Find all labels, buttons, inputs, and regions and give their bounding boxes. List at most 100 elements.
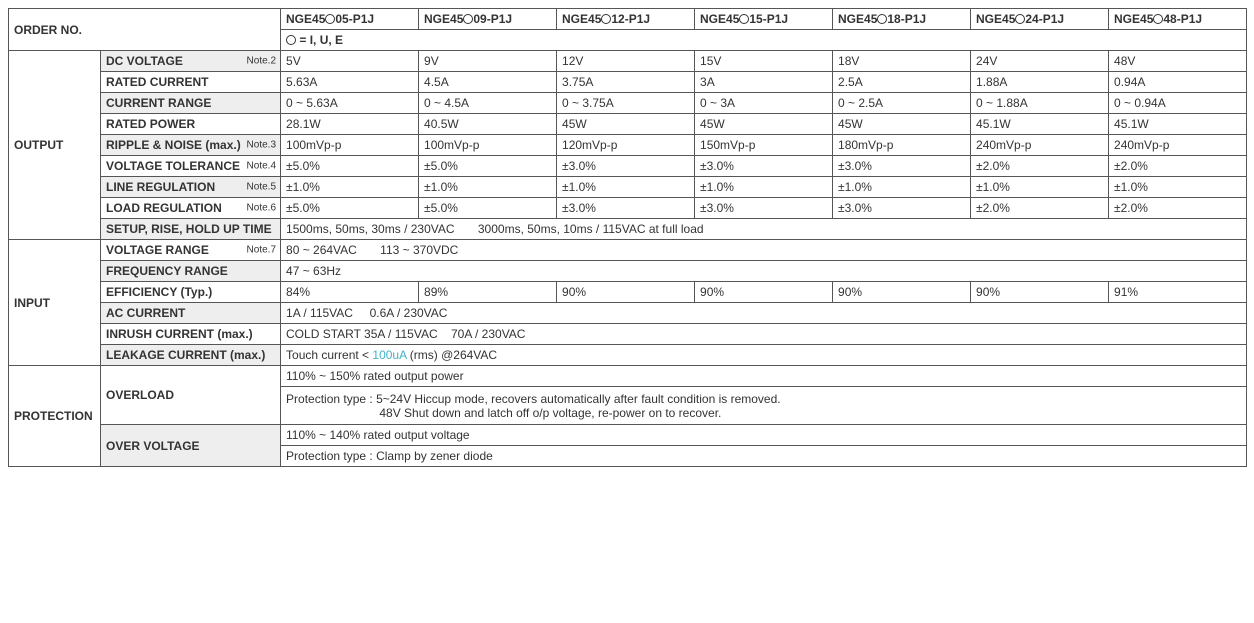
param-label: SETUP, RISE, HOLD UP TIME (106, 222, 272, 236)
cell: 180mVp-p (833, 135, 971, 156)
model-suffix-4: 18-P1J (887, 12, 926, 26)
cell-full: Protection type : 5~24V Hiccup mode, rec… (281, 387, 1247, 425)
param-load-regulation: LOAD REGULATIONNote.6 (101, 198, 281, 219)
row-frequency-range: FREQUENCY RANGE 47 ~ 63Hz (9, 261, 1247, 282)
param-frequency-range: FREQUENCY RANGE (101, 261, 281, 282)
param-efficiency: EFFICIENCY (Typ.) (101, 282, 281, 303)
model-col-0: NGE4505-P1J (281, 9, 419, 30)
model-col-6: NGE45 48-P1J (1109, 9, 1247, 30)
param-voltage-tolerance: VOLTAGE TOLERANCENote.4 (101, 156, 281, 177)
cell: 45.1W (971, 114, 1109, 135)
model-prefix-3: NGE45 (700, 12, 739, 26)
row-overvoltage-1: OVER VOLTAGE 110% ~ 140% rated output vo… (9, 425, 1247, 446)
param-line-regulation: LINE REGULATIONNote.5 (101, 177, 281, 198)
cell: ±2.0% (971, 198, 1109, 219)
param-note: Note.5 (247, 182, 276, 193)
row-rated-power: RATED POWER 28.1W 40.5W 45W 45W 45W 45.1… (9, 114, 1247, 135)
param-note: Note.7 (247, 245, 276, 256)
param-inrush-current: INRUSH CURRENT (max.) (101, 324, 281, 345)
cell: 18V (833, 51, 971, 72)
circle-icon (286, 35, 296, 45)
cell: 150mVp-p (695, 135, 833, 156)
cell: 89% (419, 282, 557, 303)
model-prefix-6: NGE45 (1114, 12, 1153, 26)
model-col-4: NGE45 18-P1J (833, 9, 971, 30)
param-rated-current: RATED CURRENT (101, 72, 281, 93)
param-label: RATED POWER (106, 117, 195, 131)
cell: ±2.0% (971, 156, 1109, 177)
cell: 5V (281, 51, 419, 72)
cell: 0 ~ 2.5A (833, 93, 971, 114)
row-line-regulation: LINE REGULATIONNote.5 ±1.0% ±1.0% ±1.0% … (9, 177, 1247, 198)
param-ac-current: AC CURRENT (101, 303, 281, 324)
cat-output: OUTPUT (9, 51, 101, 240)
model-col-2: NGE4512-P1J (557, 9, 695, 30)
spec-table: ORDER NO. NGE4505-P1J NGE4509-P1J NGE451… (8, 8, 1247, 467)
cell: ±3.0% (833, 156, 971, 177)
model-col-3: NGE4515-P1J (695, 9, 833, 30)
cell-full: Protection type : Clamp by zener diode (281, 446, 1247, 467)
cell: 0 ~ 3.75A (557, 93, 695, 114)
cell: 2.5A (833, 72, 971, 93)
circle-legend-text: = I, U, E (296, 33, 343, 47)
cell: ±1.0% (695, 177, 833, 198)
cell-full: 110% ~ 140% rated output voltage (281, 425, 1247, 446)
param-leakage-current: LEAKAGE CURRENT (max.) (101, 345, 281, 366)
leakage-pre: Touch current < (286, 348, 372, 362)
model-suffix-0: 05-P1J (335, 12, 374, 26)
model-prefix-1: NGE45 (424, 12, 463, 26)
param-overvoltage: OVER VOLTAGE (101, 425, 281, 467)
param-label: INRUSH CURRENT (max.) (106, 327, 253, 341)
cell: ±3.0% (833, 198, 971, 219)
model-suffix-6: 48-P1J (1163, 12, 1202, 26)
cell-full: COLD START 35A / 115VAC 70A / 230VAC (281, 324, 1247, 345)
cell: 12V (557, 51, 695, 72)
param-label: LEAKAGE CURRENT (max.) (106, 348, 265, 362)
param-label: RATED CURRENT (106, 75, 208, 89)
param-note: Note.4 (247, 161, 276, 172)
model-prefix-4: NGE45 (838, 12, 877, 26)
cell: 90% (695, 282, 833, 303)
cell: 45.1W (1109, 114, 1247, 135)
cell: 84% (281, 282, 419, 303)
model-col-5: NGE4524-P1J (971, 9, 1109, 30)
circle-legend: = I, U, E (281, 30, 1247, 51)
cell: 90% (971, 282, 1109, 303)
param-label: VOLTAGE RANGE (106, 243, 209, 257)
param-setup-rise: SETUP, RISE, HOLD UP TIME (101, 219, 281, 240)
leakage-link: 100uA (372, 348, 406, 362)
row-load-regulation: LOAD REGULATIONNote.6 ±5.0% ±5.0% ±3.0% … (9, 198, 1247, 219)
cell: 4.5A (419, 72, 557, 93)
cell: 0 ~ 3A (695, 93, 833, 114)
cell: 9V (419, 51, 557, 72)
cell: ±5.0% (281, 198, 419, 219)
cell: 3.75A (557, 72, 695, 93)
cell-full: 1500ms, 50ms, 30ms / 230VAC 3000ms, 50ms… (281, 219, 1247, 240)
cell: 0 ~ 0.94A (1109, 93, 1247, 114)
cell: ±3.0% (557, 198, 695, 219)
param-dc-voltage: DC VOLTAGE Note.2 (101, 51, 281, 72)
param-label: DC VOLTAGE (106, 54, 183, 68)
circle-icon (325, 14, 335, 24)
row-setup-rise: SETUP, RISE, HOLD UP TIME 1500ms, 50ms, … (9, 219, 1247, 240)
param-ripple-noise: RIPPLE & NOISE (max.)Note.3 (101, 135, 281, 156)
param-label: EFFICIENCY (Typ.) (106, 285, 212, 299)
cell: 240mVp-p (971, 135, 1109, 156)
order-no-label: ORDER NO. (9, 9, 281, 51)
model-suffix-2: 12-P1J (611, 12, 650, 26)
cell: 45W (695, 114, 833, 135)
row-rated-current: RATED CURRENT 5.63A 4.5A 3.75A 3A 2.5A 1… (9, 72, 1247, 93)
model-col-1: NGE4509-P1J (419, 9, 557, 30)
param-note: Note.2 (247, 56, 276, 67)
param-note: Note.3 (247, 140, 276, 151)
param-label: OVERLOAD (106, 388, 174, 402)
cell: 24V (971, 51, 1109, 72)
cell: 240mVp-p (1109, 135, 1247, 156)
cell: 40.5W (419, 114, 557, 135)
cell-full: 80 ~ 264VAC 113 ~ 370VDC (281, 240, 1247, 261)
row-ripple-noise: RIPPLE & NOISE (max.)Note.3 100mVp-p 100… (9, 135, 1247, 156)
cell: 3A (695, 72, 833, 93)
cell-full: 47 ~ 63Hz (281, 261, 1247, 282)
cell: ±3.0% (557, 156, 695, 177)
circle-icon (739, 14, 749, 24)
